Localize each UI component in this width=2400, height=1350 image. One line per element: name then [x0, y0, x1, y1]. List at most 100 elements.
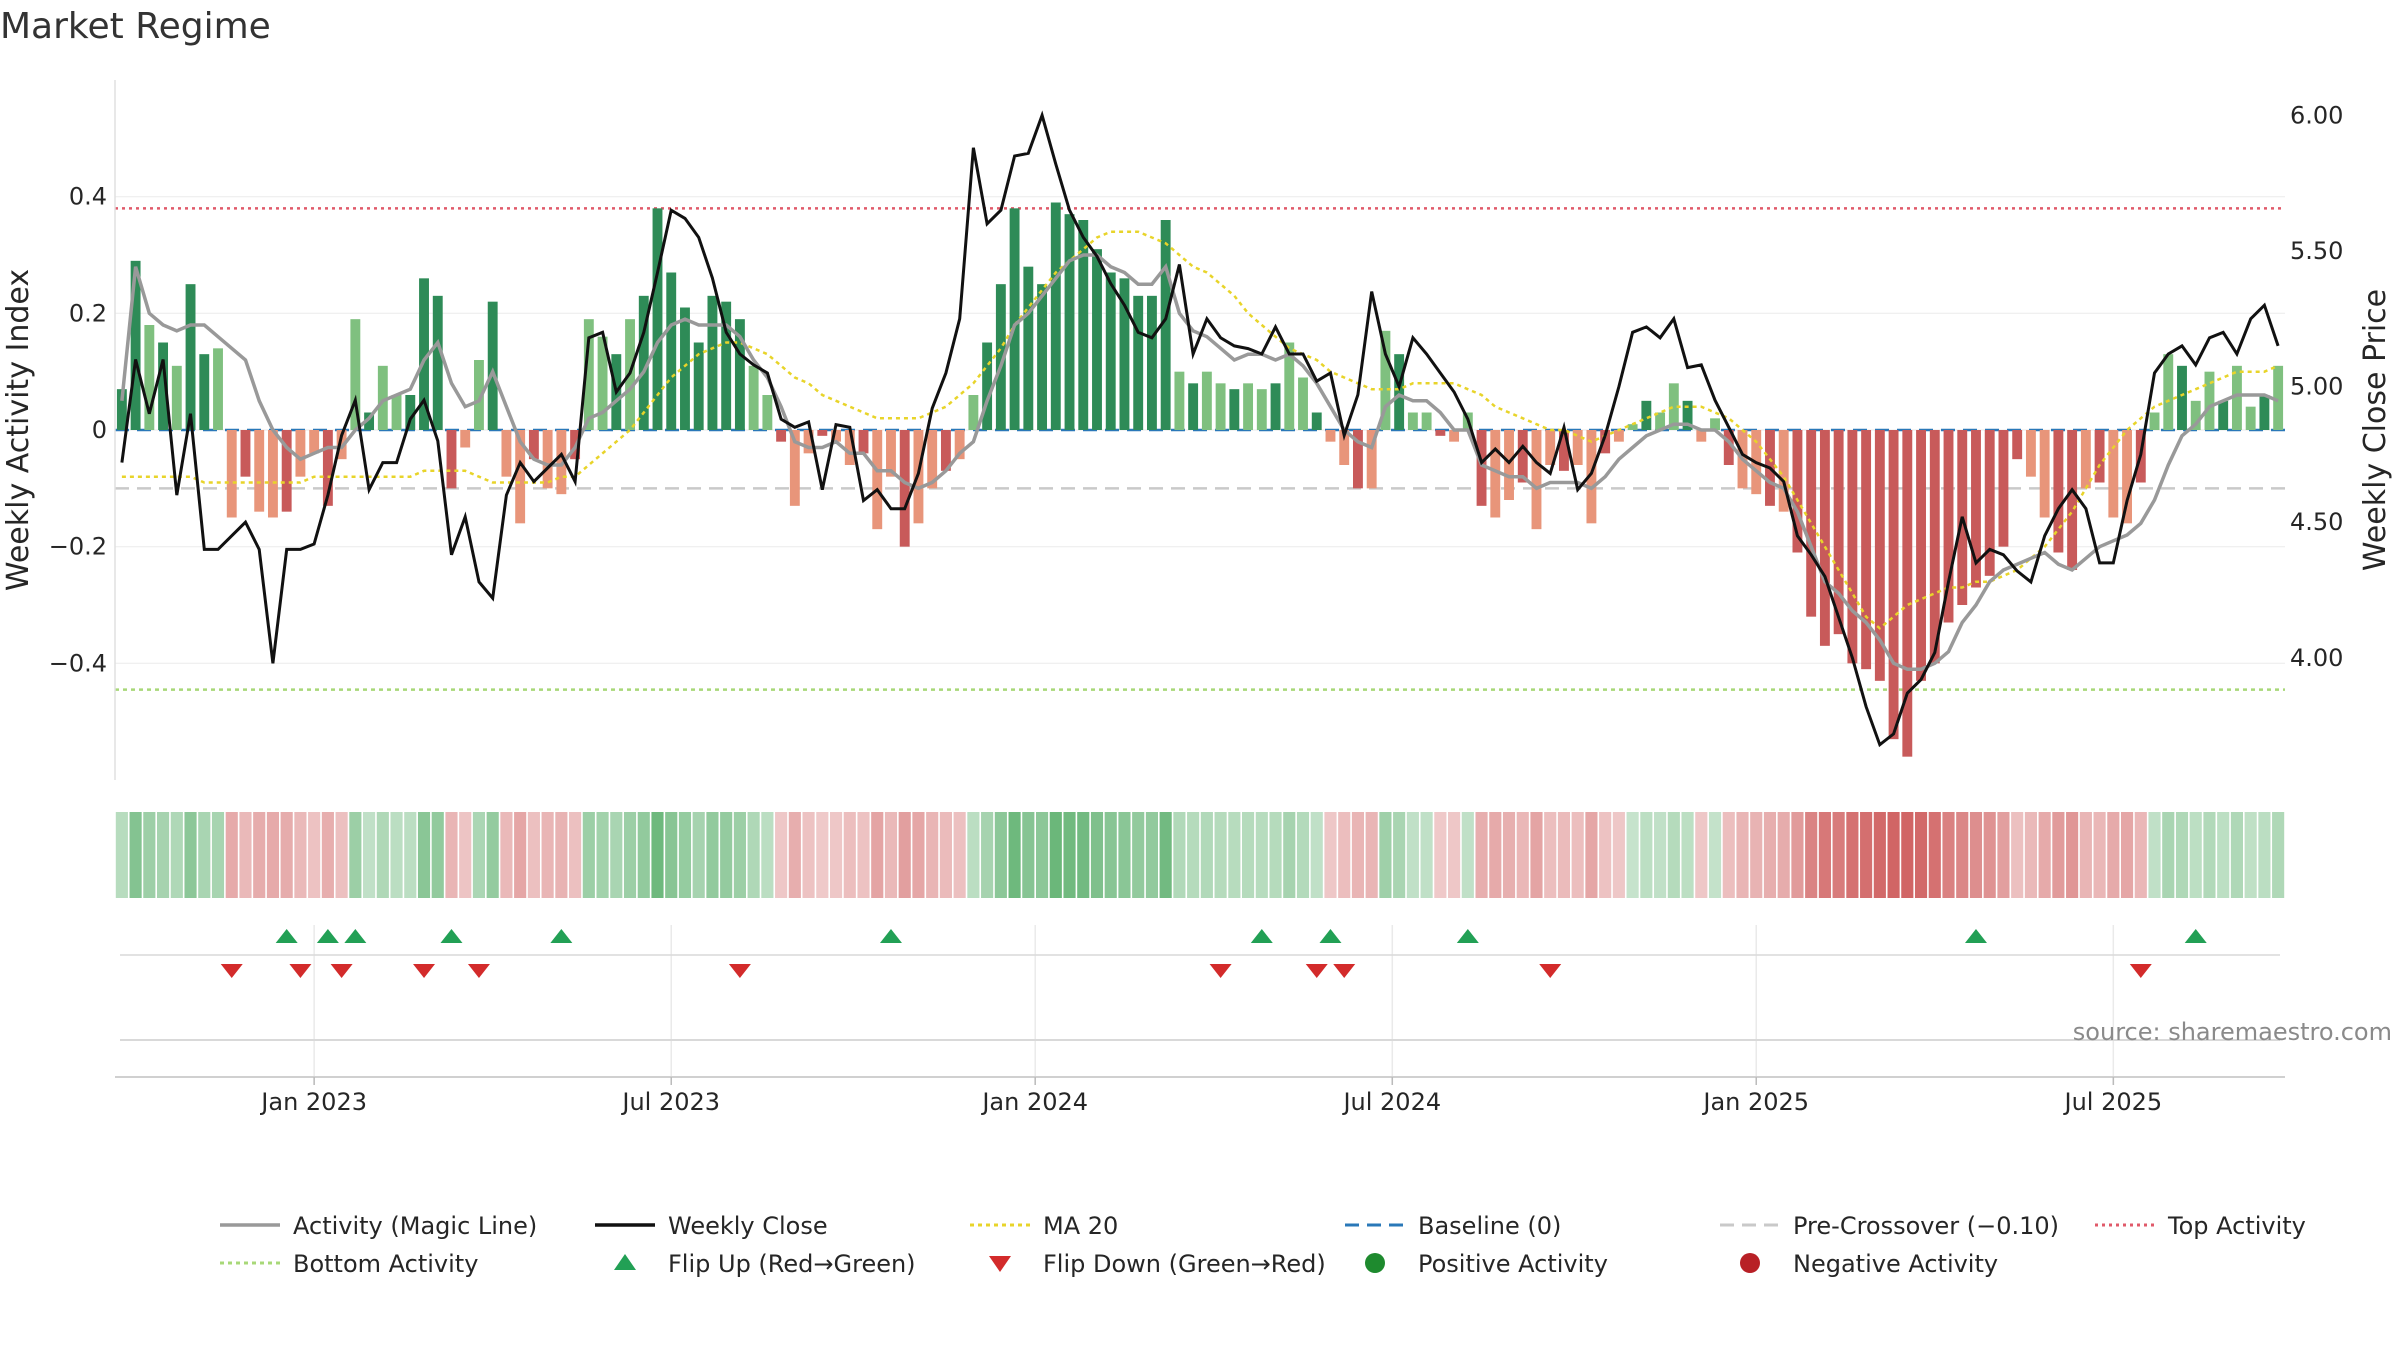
activity-bar: [1861, 430, 1872, 670]
activity-bar: [1449, 430, 1460, 442]
activity-bar: [528, 430, 539, 460]
regime-cell: [2148, 812, 2161, 898]
activity-bar: [2053, 430, 2064, 553]
activity-bar: [1366, 430, 1377, 489]
activity-bar: [171, 365, 182, 430]
activity-bar: [116, 389, 127, 430]
activity-bar: [954, 430, 965, 460]
regime-cell: [390, 812, 403, 898]
regime-cell: [1846, 812, 1859, 898]
activity-bar: [1517, 430, 1528, 483]
regime-cell: [294, 812, 307, 898]
legend-label: Top Activity: [2167, 1212, 2306, 1240]
legend-label: Flip Up (Red→Green): [668, 1250, 916, 1278]
regime-cell: [2175, 812, 2189, 898]
y-right-tick-label: 4.00: [2290, 644, 2343, 672]
magic-line: [120, 253, 2279, 671]
regime-cell: [2272, 812, 2285, 898]
regime-cell: [486, 812, 499, 898]
activity-bar: [1064, 214, 1075, 430]
chart-title: Market Regime: [0, 6, 271, 47]
activity-bar: [803, 430, 814, 454]
x-tick-label: Jul 2023: [620, 1088, 720, 1116]
regime-cell: [1763, 812, 1777, 898]
activity-bar: [1833, 430, 1844, 635]
regime-cell: [2134, 812, 2147, 898]
regime-cell: [1090, 812, 1104, 898]
regime-cell: [1104, 812, 1117, 898]
regime-cell: [871, 812, 884, 898]
activity-bar: [281, 430, 292, 512]
regime-cell: [1420, 812, 1433, 898]
activity-bar: [1943, 430, 1954, 623]
regime-cell: [981, 812, 994, 898]
activity-bar: [240, 430, 251, 477]
regime-cell: [225, 812, 238, 898]
activity-bar: [2039, 430, 2050, 518]
regime-cell: [1928, 812, 1941, 898]
legend-label: Bottom Activity: [293, 1250, 478, 1278]
regime-cell: [1901, 812, 1914, 898]
activity-bar: [2108, 430, 2119, 518]
activity-bar: [940, 430, 951, 471]
regime-cell: [1571, 812, 1584, 898]
regime-cell: [884, 812, 898, 898]
regime-cell: [1983, 812, 1996, 898]
regime-cell: [2217, 812, 2230, 898]
regime-cell: [143, 812, 156, 898]
regime-cell: [816, 812, 829, 898]
regime-cell: [733, 812, 746, 898]
flip-up-marker: [1319, 929, 1342, 943]
regime-cell: [843, 812, 856, 898]
flip-up-marker: [1964, 929, 1987, 943]
regime-cell: [1132, 812, 1145, 898]
activity-bar: [1641, 400, 1652, 430]
regime-cell: [1008, 812, 1021, 898]
activity-bar: [460, 430, 471, 448]
regime-cell: [472, 812, 486, 898]
regime-cell: [1406, 812, 1419, 898]
regime-cell: [802, 812, 815, 898]
regime-cell: [1049, 812, 1062, 898]
activity-bar: [1380, 330, 1391, 430]
activity-bar: [254, 430, 265, 512]
regime-cell: [253, 812, 266, 898]
legend-label: Flip Down (Green→Red): [1043, 1250, 1326, 1278]
y-left-tick-label: 0.2: [69, 299, 107, 327]
activity-bar: [693, 342, 704, 430]
regime-cell: [637, 812, 650, 898]
regime-cell: [1310, 812, 1323, 898]
activity-bar: [1243, 383, 1254, 430]
y-right-tick-label: 5.00: [2290, 373, 2343, 401]
activity-bar: [213, 348, 223, 430]
legend-swatch: [989, 1256, 1011, 1272]
activity-bar: [1778, 430, 1789, 512]
activity-bar: [1394, 354, 1405, 430]
activity-bar: [734, 319, 745, 430]
flip-down-marker: [1539, 964, 1562, 978]
activity-bar: [2259, 395, 2270, 430]
regime-cell: [555, 812, 568, 898]
activity-bar: [1160, 220, 1171, 430]
regime-cell: [775, 812, 788, 898]
regime-cell: [1818, 812, 1831, 898]
activity-bar: [2122, 430, 2133, 524]
legend-swatch: [1740, 1253, 1760, 1273]
regime-cell: [651, 812, 664, 898]
activity-bar: [432, 295, 443, 430]
source-label: source: sharemaestro.com: [2073, 1018, 2392, 1046]
activity-bar: [666, 272, 677, 430]
regime-cell: [335, 812, 348, 898]
activity-bar: [1819, 430, 1830, 646]
y-left-tick-label: −0.2: [49, 533, 107, 561]
regime-cell: [1296, 812, 1310, 898]
regime-cell: [1502, 812, 1516, 898]
activity-bar: [2245, 406, 2256, 430]
activity-bar: [295, 430, 306, 477]
activity-bar: [831, 430, 841, 442]
regime-cell: [1269, 812, 1282, 898]
activity-bar: [789, 430, 800, 506]
flip-up-marker: [550, 929, 573, 943]
regime-cell: [692, 812, 705, 898]
weekly-close-line: [120, 110, 2280, 748]
